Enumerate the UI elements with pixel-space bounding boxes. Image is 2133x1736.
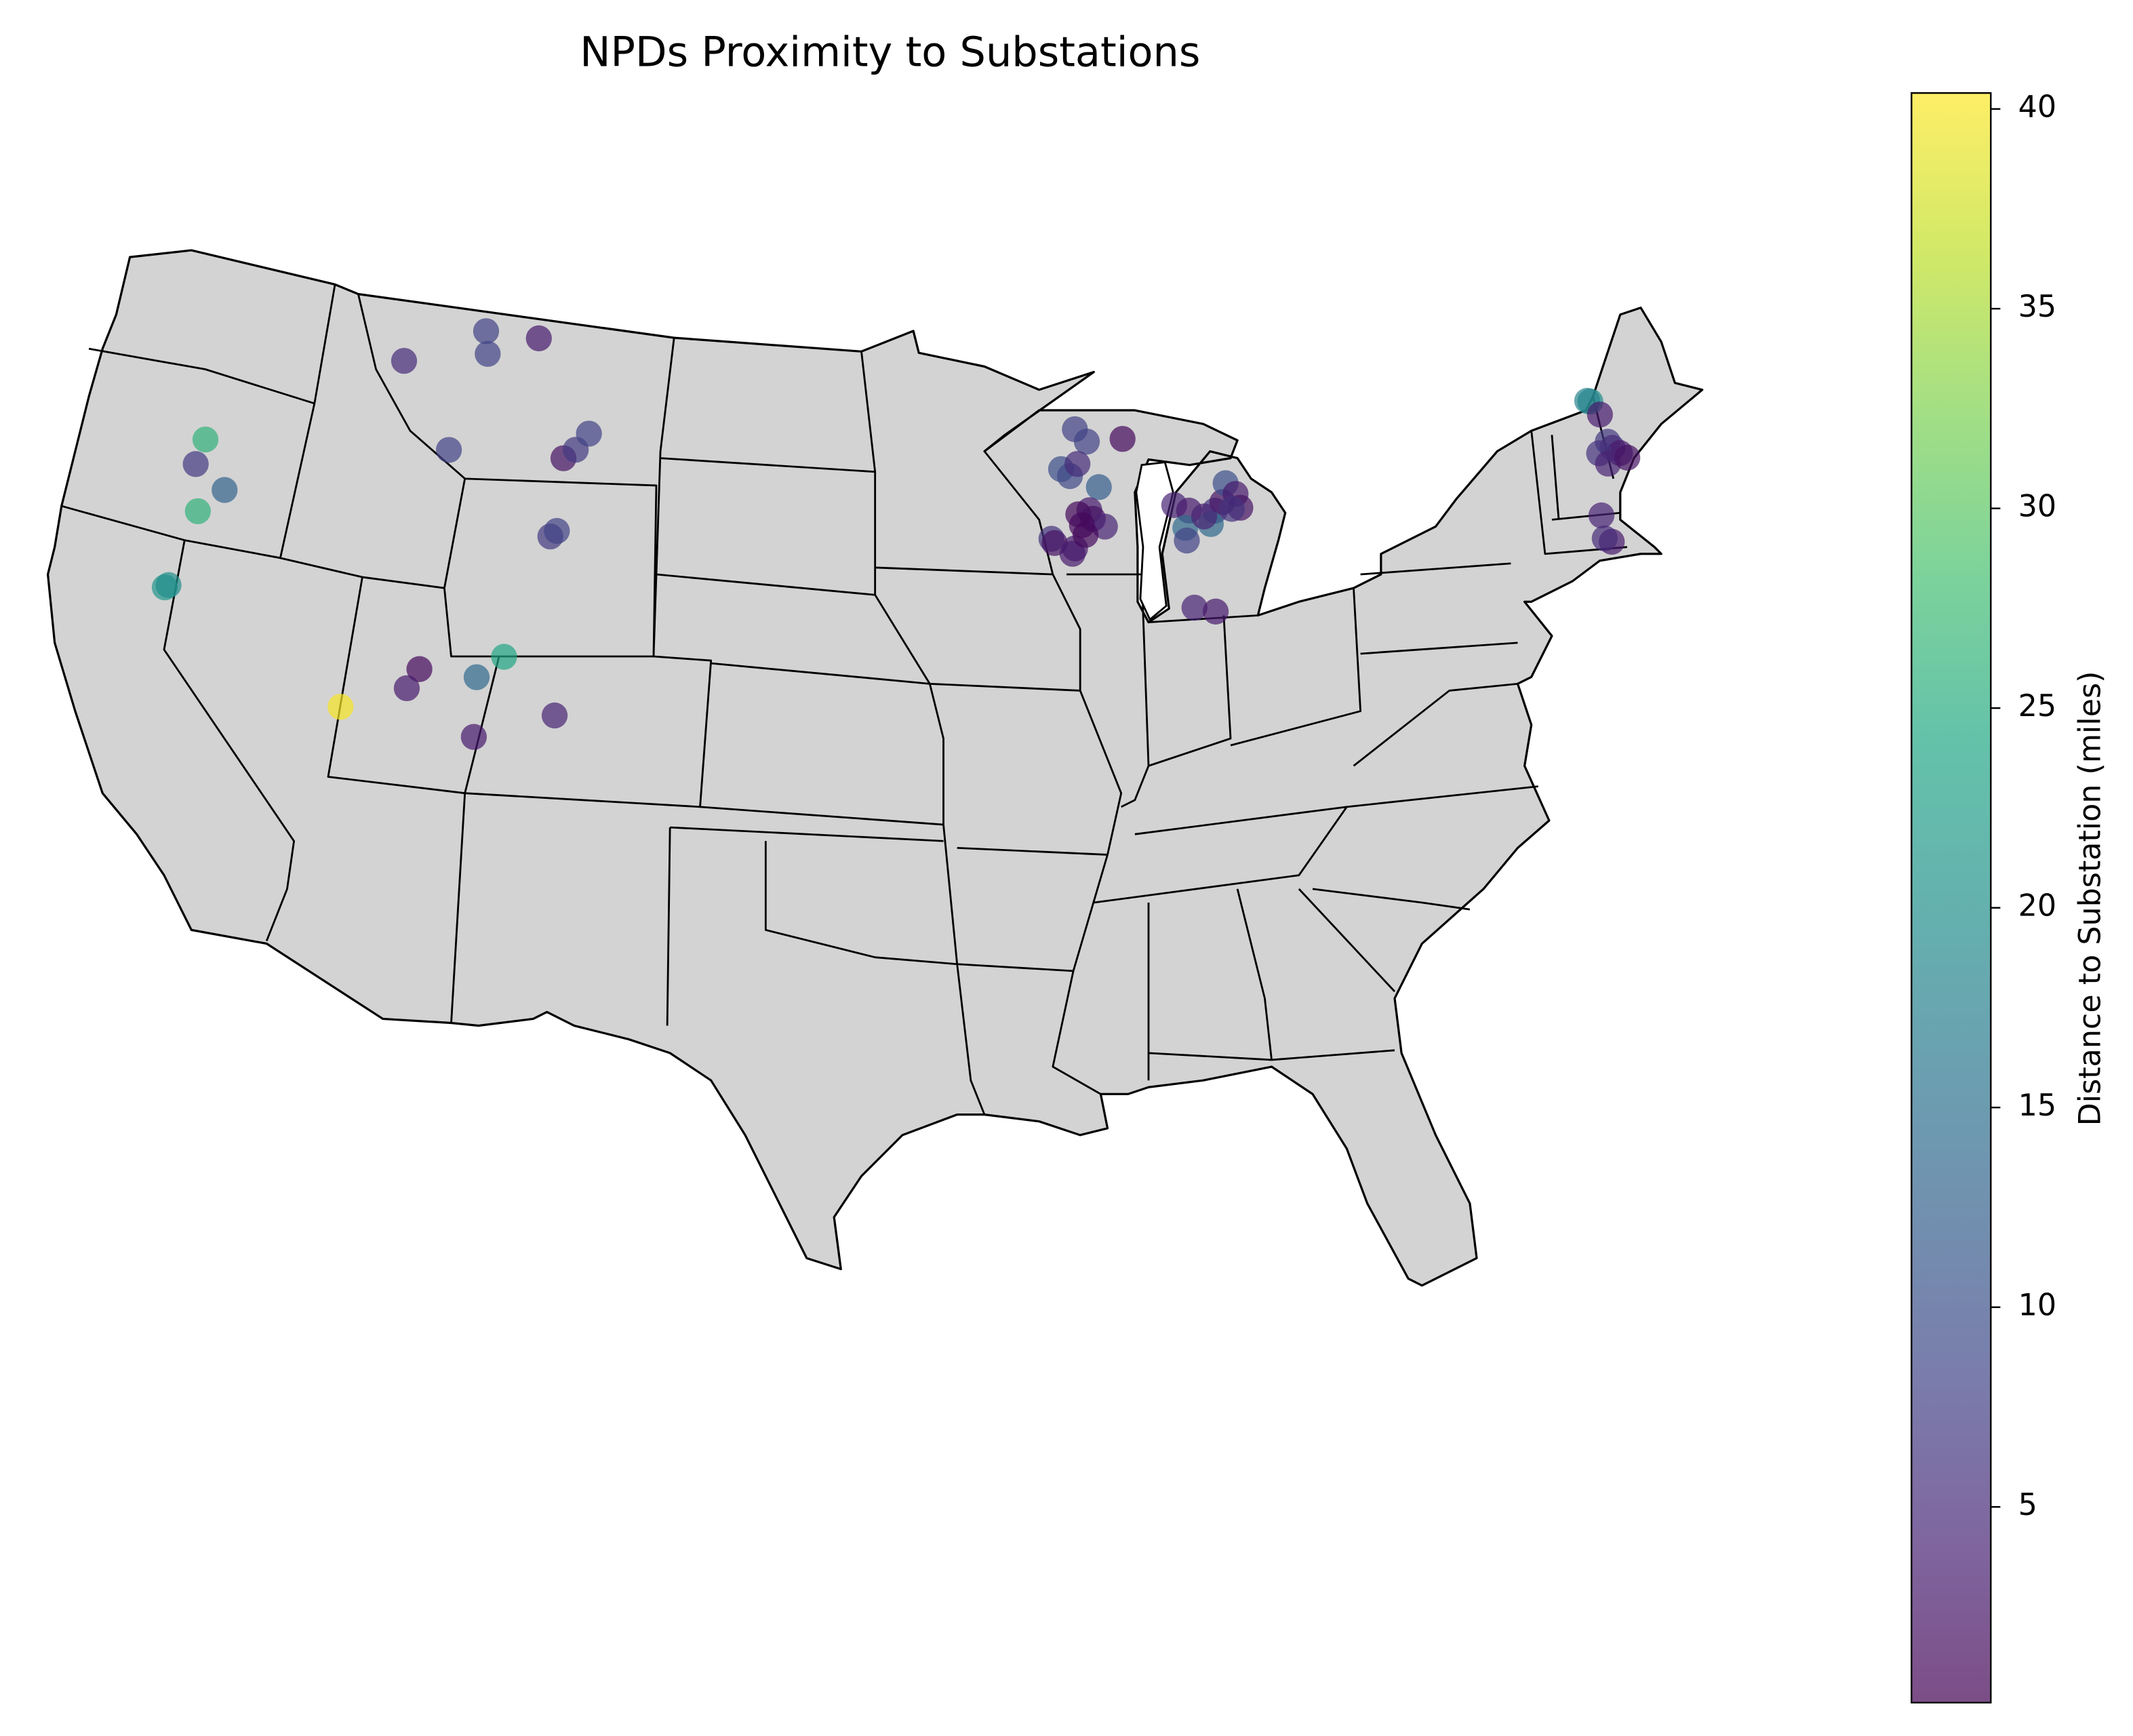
point xyxy=(1181,594,1208,621)
colorbar-tick-label: 25 xyxy=(2018,689,2056,724)
point xyxy=(184,498,211,525)
point xyxy=(1202,598,1229,625)
point xyxy=(406,656,433,682)
chart-title: NPDs Proximity to Substations xyxy=(580,28,1200,76)
point xyxy=(1591,525,1618,552)
point xyxy=(491,644,517,670)
point xyxy=(1092,513,1118,540)
point xyxy=(475,340,501,367)
colorbar-label: Distance to Substation (miles) xyxy=(2073,671,2108,1126)
point xyxy=(525,325,552,352)
point xyxy=(473,318,500,344)
colorbar-frame xyxy=(1911,92,1992,1703)
point xyxy=(155,572,182,598)
point xyxy=(1085,474,1112,500)
point xyxy=(576,420,602,447)
colorbar-ticks: 5 10 15 20 25 30 35 40 xyxy=(1991,90,2056,1522)
point xyxy=(192,426,219,453)
point xyxy=(1109,426,1136,452)
point xyxy=(1059,540,1086,567)
point xyxy=(463,664,490,690)
colorbar-tick-label: 30 xyxy=(2018,490,2056,524)
point xyxy=(435,437,462,463)
point xyxy=(1614,444,1641,471)
point xyxy=(1588,502,1615,529)
colorbar xyxy=(1911,93,1991,1703)
colorbar-tick-label: 5 xyxy=(2018,1488,2037,1522)
points xyxy=(151,318,1641,750)
point xyxy=(544,517,570,545)
point xyxy=(1073,429,1100,455)
colorbar-tick-label: 10 xyxy=(2018,1288,2056,1323)
point xyxy=(1587,401,1613,428)
point xyxy=(393,675,420,702)
colorbar-tick-label: 15 xyxy=(2018,1088,2056,1123)
point xyxy=(212,477,238,503)
point xyxy=(391,347,418,374)
point xyxy=(1191,503,1218,530)
point xyxy=(182,451,209,477)
point xyxy=(1069,512,1095,538)
colorbar-tick-label: 35 xyxy=(2018,290,2056,324)
point xyxy=(1218,496,1245,522)
point xyxy=(541,702,568,729)
colorbar-tick-label: 20 xyxy=(2018,889,2056,924)
point xyxy=(460,724,487,750)
point xyxy=(1174,527,1200,554)
state-borders xyxy=(61,284,1627,1116)
point xyxy=(1064,450,1091,477)
colorbar-tick-label: 40 xyxy=(2018,90,2056,125)
point xyxy=(327,694,354,720)
